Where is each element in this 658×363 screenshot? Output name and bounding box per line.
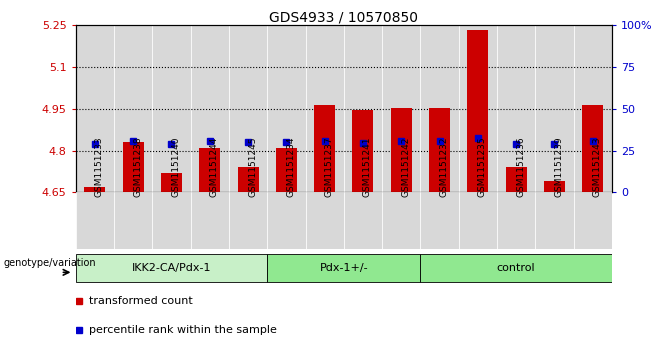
FancyBboxPatch shape: [76, 192, 114, 249]
Text: genotype/variation: genotype/variation: [3, 258, 95, 268]
Bar: [114, 25, 152, 192]
Text: GSM1151238: GSM1151238: [133, 136, 142, 197]
FancyBboxPatch shape: [267, 254, 420, 282]
Bar: [344, 25, 382, 192]
Bar: [391, 107, 412, 192]
Bar: [84, 187, 105, 192]
FancyBboxPatch shape: [344, 192, 382, 249]
FancyBboxPatch shape: [191, 192, 229, 249]
FancyBboxPatch shape: [536, 192, 574, 249]
Text: GSM1151234: GSM1151234: [286, 136, 295, 197]
FancyBboxPatch shape: [114, 192, 152, 249]
FancyBboxPatch shape: [382, 192, 420, 249]
Text: GSM1151241: GSM1151241: [363, 136, 372, 197]
FancyBboxPatch shape: [459, 192, 497, 249]
Bar: [161, 173, 182, 192]
Text: GSM1151235: GSM1151235: [478, 136, 487, 197]
Text: transformed count: transformed count: [89, 296, 192, 306]
Bar: [582, 105, 603, 192]
Bar: [267, 25, 305, 192]
FancyBboxPatch shape: [267, 192, 305, 249]
Text: GSM1151233: GSM1151233: [95, 136, 104, 197]
Bar: [76, 25, 114, 192]
Text: GSM1151240: GSM1151240: [172, 136, 180, 197]
Bar: [314, 105, 335, 192]
Bar: [305, 25, 344, 192]
FancyBboxPatch shape: [497, 192, 536, 249]
Bar: [467, 29, 488, 192]
Text: GSM1151239: GSM1151239: [555, 136, 563, 197]
Text: GSM1151242: GSM1151242: [401, 136, 410, 197]
Bar: [122, 142, 143, 192]
FancyBboxPatch shape: [420, 192, 459, 249]
Bar: [353, 110, 374, 192]
Text: GSM1151243: GSM1151243: [593, 136, 602, 197]
Text: GSM1151236: GSM1151236: [516, 136, 525, 197]
Bar: [429, 107, 450, 192]
Bar: [544, 181, 565, 192]
Text: GSM1151237: GSM1151237: [324, 136, 334, 197]
Bar: [229, 25, 267, 192]
Text: IKK2-CA/Pdx-1: IKK2-CA/Pdx-1: [132, 263, 211, 273]
Bar: [497, 25, 536, 192]
Bar: [191, 25, 229, 192]
Text: Pdx-1+/-: Pdx-1+/-: [320, 263, 368, 273]
FancyBboxPatch shape: [76, 254, 267, 282]
FancyBboxPatch shape: [420, 254, 612, 282]
Text: control: control: [497, 263, 536, 273]
FancyBboxPatch shape: [574, 192, 612, 249]
Text: GSM1151245: GSM1151245: [248, 136, 257, 197]
Bar: [382, 25, 420, 192]
Bar: [238, 167, 259, 192]
Text: GSM1151232: GSM1151232: [440, 136, 449, 197]
Text: GSM1151244: GSM1151244: [210, 136, 218, 197]
FancyBboxPatch shape: [229, 192, 267, 249]
Bar: [505, 167, 526, 192]
Bar: [276, 148, 297, 192]
FancyBboxPatch shape: [152, 192, 191, 249]
Bar: [420, 25, 459, 192]
Bar: [199, 148, 220, 192]
Bar: [152, 25, 191, 192]
FancyBboxPatch shape: [305, 192, 344, 249]
Text: percentile rank within the sample: percentile rank within the sample: [89, 325, 276, 335]
Bar: [536, 25, 574, 192]
Title: GDS4933 / 10570850: GDS4933 / 10570850: [269, 10, 418, 24]
Bar: [459, 25, 497, 192]
Bar: [574, 25, 612, 192]
